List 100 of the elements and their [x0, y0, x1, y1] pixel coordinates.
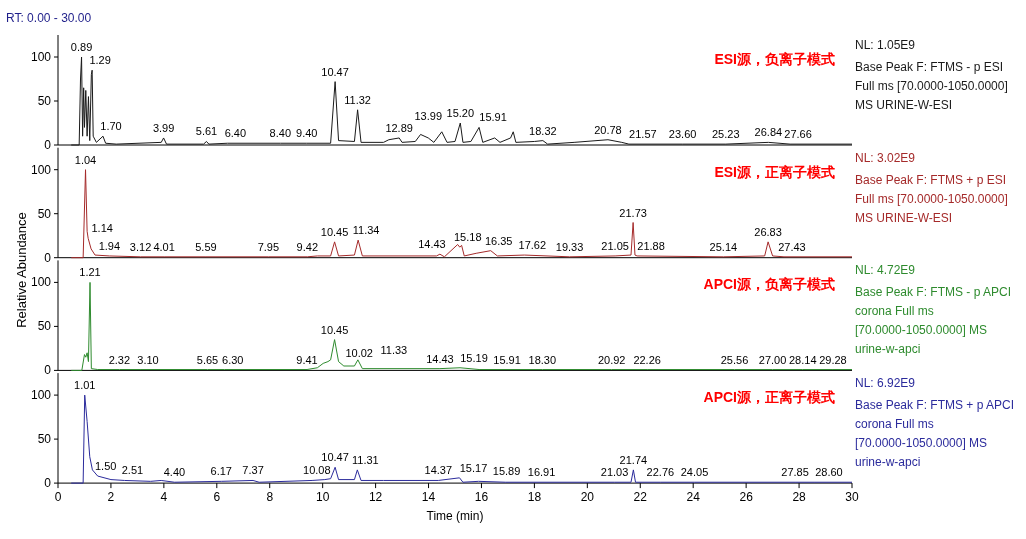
- annotation: 26.83: [754, 225, 782, 238]
- x-tick-label: 2: [107, 490, 115, 505]
- annotation: 11.34: [352, 224, 380, 237]
- annotation: 11.31: [351, 453, 379, 466]
- text: NL: 6.92E9: [855, 376, 916, 391]
- annotation: 27.00: [758, 353, 787, 366]
- x-tick-label: 20: [580, 490, 595, 505]
- annotation: 14.43: [418, 238, 446, 251]
- x-tick-label: 16: [474, 490, 489, 505]
- annotation: 10.47: [321, 451, 349, 464]
- annotation: 15.89: [492, 465, 521, 478]
- annotation: 5.65: [196, 353, 219, 366]
- annotation: 28.60: [815, 466, 843, 479]
- y-tick-label: 100: [30, 388, 52, 403]
- annotation: 27.85: [781, 466, 809, 479]
- annotation: 20.78: [594, 123, 622, 136]
- annotation: 1.29: [89, 54, 111, 67]
- y-tick-label: 100: [30, 50, 52, 64]
- annotation: 28.14: [789, 353, 817, 366]
- y-tick-label: 0: [44, 138, 52, 152]
- x-tick-label: 12: [368, 490, 383, 505]
- annotation: 22.26: [633, 353, 661, 366]
- annotation: 21.74: [619, 453, 648, 466]
- annotation: 4.01: [153, 240, 175, 253]
- annotation: 10.45: [320, 225, 349, 238]
- annotation: 15.91: [479, 111, 507, 124]
- annotation: 8.40: [269, 127, 292, 140]
- annotation: 6.30: [222, 353, 244, 366]
- x-tick-label: 4: [160, 490, 168, 505]
- y-tick-label: 0: [44, 476, 52, 491]
- annotation: 7.95: [257, 240, 280, 253]
- annotation: 10.45: [320, 323, 349, 336]
- annotation: 15.18: [454, 231, 482, 244]
- text: Base Peak F: FTMS + p APCI corona Full ms [70.0000-1050.0000] MS urine-w-apci: [855, 398, 1015, 470]
- annotation: 16.91: [527, 466, 556, 479]
- x-tick-label: 10: [315, 490, 330, 505]
- annotation: 0.89: [70, 41, 93, 53]
- x-tick-label: 22: [633, 490, 648, 505]
- text: NL: 1.05E9: [855, 38, 916, 52]
- y-tick-label: 100: [30, 275, 52, 290]
- annotation: 23.60: [668, 128, 697, 141]
- annotation: 12.89: [385, 121, 413, 134]
- text: APCI源，负离子模式: [703, 276, 835, 293]
- annotation: 21.57: [629, 128, 657, 141]
- text: ESI源，负离子模式: [714, 51, 835, 67]
- annotation: 21.88: [637, 239, 665, 252]
- annotation: 5.59: [195, 240, 217, 253]
- text: RT: 0.00 - 30.00: [6, 11, 92, 25]
- annotation: 22.76: [646, 466, 675, 479]
- x-tick-label: 0: [54, 490, 62, 505]
- text: Base Peak F: FTMS - p APCI corona Full ms [70.0000-1050.0000] MS urine-w-apci: [855, 285, 1012, 357]
- annotation: 18.32: [529, 124, 557, 137]
- text: Base Peak F: FTMS - p ESI Full ms [70.0000-1050.0000] MS URINE-W-ESI: [855, 60, 1008, 112]
- annotation: 15.17: [459, 461, 488, 474]
- annotation: 26.84: [754, 126, 783, 139]
- annotation: 6.40: [224, 127, 247, 140]
- annotation: 10.02: [345, 347, 373, 360]
- annotation: 11.33: [380, 343, 408, 356]
- annotation: 24.05: [680, 466, 709, 479]
- annotation: 3.12: [129, 240, 152, 253]
- annotation: 1.04: [74, 153, 97, 166]
- annotation: 10.47: [321, 65, 349, 78]
- y-tick-label: 50: [37, 94, 52, 108]
- annotation: 17.62: [518, 239, 547, 252]
- annotation: 14.43: [426, 352, 454, 365]
- annotation: 7.37: [242, 464, 264, 477]
- text: APCI源，正离子模式: [703, 389, 835, 406]
- annotation: 1.70: [100, 120, 122, 133]
- x-tick-label: 6: [213, 490, 221, 505]
- annotation: 16.35: [484, 234, 513, 247]
- annotation: 25.14: [709, 240, 738, 253]
- annotation: 21.05: [601, 239, 629, 252]
- annotation: 20.92: [597, 353, 626, 366]
- annotation: 9.40: [296, 127, 318, 140]
- annotation: 27.66: [784, 128, 812, 141]
- annotation: 29.28: [819, 353, 847, 366]
- annotation: 1.50: [94, 460, 117, 473]
- x-tick-label: 18: [527, 490, 542, 505]
- annotation: 5.61: [195, 125, 218, 138]
- annotation: 25.23: [711, 128, 740, 141]
- x-tick-label: 26: [739, 490, 754, 505]
- y-tick-label: 50: [37, 206, 52, 221]
- annotation: 21.03: [600, 466, 629, 479]
- annotation: 21.73: [619, 206, 647, 219]
- annotation: 9.42: [296, 240, 319, 253]
- text: NL: 4.72E9: [855, 263, 916, 278]
- annotation: 25.56: [720, 353, 749, 366]
- y-tick-label: 50: [37, 432, 52, 447]
- annotation: 11.32: [344, 93, 371, 106]
- x-axis-title: Time (min): [426, 509, 484, 524]
- annotation: 4.40: [163, 466, 186, 479]
- annotation: 15.19: [460, 351, 488, 364]
- text: NL: 3.02E9: [855, 150, 916, 165]
- annotation: 2.32: [108, 353, 131, 366]
- annotation: 10.08: [303, 463, 331, 476]
- x-tick-label: 28: [792, 490, 807, 505]
- annotation: 1.94: [98, 239, 121, 252]
- annotation: 1.01: [74, 379, 96, 392]
- annotation: 2.51: [121, 464, 144, 477]
- text: Base Peak F: FTMS + p ESI Full ms [70.0000-1050.0000] MS URINE-W-ESI: [855, 172, 1008, 225]
